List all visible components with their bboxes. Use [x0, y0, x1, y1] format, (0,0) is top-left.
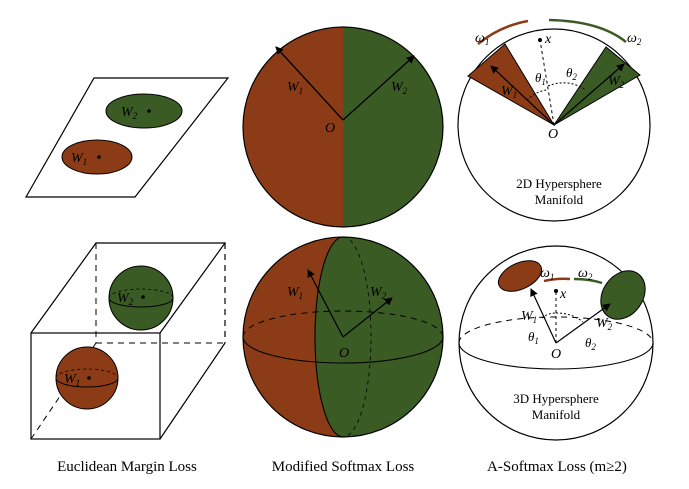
omega1-arc [543, 277, 571, 283]
w2-vector [555, 303, 611, 344]
box-edge-right-bottom [159, 342, 226, 440]
w2-half-disc [343, 27, 443, 227]
w2-sphere-equator [108, 297, 174, 308]
w2-vector [553, 63, 625, 126]
theta1-label: θ1 [535, 70, 546, 87]
w2-label: W2 [596, 316, 613, 332]
euclidean-plane-panel: W2 W1 [24, 77, 230, 198]
w1-center-dot [97, 155, 101, 159]
w2-label: W2 [117, 291, 134, 307]
equator-front [242, 336, 444, 364]
circle-outline [242, 26, 444, 228]
caption-asoftmax: A-Softmax Loss (m≥2) [487, 459, 627, 475]
theta1-label: θ1 [528, 329, 539, 346]
w2-center-dot [141, 295, 145, 299]
w1-half-disc [243, 27, 343, 227]
meridian [314, 236, 344, 438]
w2-cap [600, 270, 646, 320]
theta2-label: θ2 [566, 65, 577, 82]
w1-label: W1 [521, 309, 537, 325]
w1-label: W1 [501, 84, 517, 100]
omega2-label: ω2 [627, 31, 642, 47]
w2-label: W2 [121, 105, 138, 121]
x-point [538, 38, 542, 42]
hyper2d-caption-line2: Manifold [535, 192, 584, 207]
x-point [554, 289, 558, 293]
w1-label: W1 [64, 372, 80, 388]
caption-modified-softmax: Modified Softmax Loss [272, 459, 415, 475]
euclidean-box-panel: W2 W1 [30, 242, 227, 440]
origin-label: O [551, 347, 561, 362]
caption-euclidean: Euclidean Margin Loss [57, 459, 197, 475]
w1-vector [530, 288, 557, 344]
theta1-arc [541, 312, 557, 319]
x-label: x [559, 287, 567, 302]
w1-vector [307, 269, 344, 338]
w2-vector [342, 297, 393, 338]
modified-softmax-3d-panel: W1 W2 O [242, 236, 444, 438]
w2-label: W2 [608, 74, 625, 90]
omega2-arc [548, 18, 627, 43]
omega1-arc [477, 19, 529, 45]
w1-vector [275, 46, 344, 121]
omega2-arc [573, 277, 603, 285]
box-top-face [30, 242, 227, 334]
w1-label: W1 [287, 80, 303, 96]
w1-cap [497, 260, 543, 292]
w1-hemisphere [243, 237, 343, 437]
equator-front [458, 342, 654, 370]
w2-vector [342, 55, 415, 121]
w2-center-dot [147, 109, 151, 113]
modified-softmax-2d-panel: W1 W2 O [242, 26, 444, 228]
hyper3d-caption-line2: Manifold [532, 407, 581, 422]
w1-sphere-equator-back [55, 368, 119, 379]
theta1-arc [526, 89, 547, 101]
w1-center-dot [87, 376, 91, 380]
w2-cluster-ellipse [105, 93, 183, 129]
omega2-label: ω2 [578, 266, 593, 282]
omega1-label: ω1 [475, 31, 489, 47]
hyper3d-caption-line1: 3D Hypersphere [513, 391, 599, 406]
origin-label: O [325, 121, 335, 136]
w1-sphere-equator [55, 377, 119, 388]
omega1-label: ω1 [540, 266, 554, 282]
w1-cluster-ellipse [61, 139, 133, 175]
origin-label: O [339, 346, 349, 361]
w1-vector [490, 65, 555, 126]
theta2-label: θ2 [585, 335, 596, 352]
asoftmax-3d-panel: ω1 ω2 x W1 W2 θ1 θ2 O 3D Hypersphere Man… [458, 245, 654, 441]
meridian-back [342, 236, 372, 438]
w1-label: W1 [71, 151, 87, 167]
hyper2d-caption-line1: 2D Hypersphere [516, 176, 602, 191]
asoftmax-2d-panel: ω1 ω2 x θ1 θ2 W1 W2 O 2D Hypersphere Man… [457, 18, 651, 222]
equator-back [242, 310, 444, 338]
theta2-arc [547, 82, 587, 91]
x-label: x [544, 32, 552, 47]
x-vector-dashed [539, 39, 555, 126]
w1-label: W1 [287, 285, 303, 301]
w2-label: W2 [391, 80, 408, 96]
w2-label: W2 [370, 285, 387, 301]
origin-label: O [548, 127, 558, 142]
